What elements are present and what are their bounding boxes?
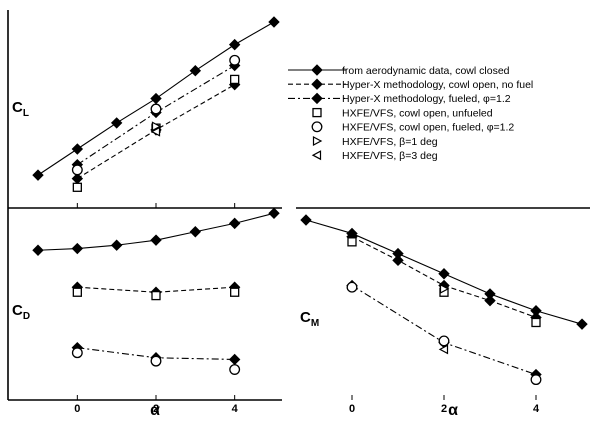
legend: from aerodynamic data, cowl closed Hyper-… [288,64,533,162]
cl-panel: CL [7,10,280,208]
cd-point-from-aerodynamic-data-cowl-closed [189,226,202,238]
legend-label: HXFE/VFS, cowl open, unfueled [342,107,493,119]
cm-point-from-aerodynamic-data-cowl-closed [438,268,450,280]
cd-y-axis-label: CD [12,302,30,322]
cm-x-tick-label: 2 [441,403,447,415]
cl-y-axis-label: CL [12,99,29,119]
cd-point-hxfe-vfs-cowl-open-fueled-1-2 [71,347,83,359]
cm-x-tick-label: 4 [533,403,540,415]
cm-point-hyper-x-methodology-cowl-open-no-fuel [392,254,404,267]
legend-marker [312,136,323,146]
cl-y-axis-label-subscript: L [23,108,29,119]
legend-marker [311,78,323,90]
cd-x-tick-label: 2 [153,403,159,415]
cd-point-from-aerodynamic-data-cowl-closed [110,239,123,251]
cl-point-from-aerodynamic-data-cowl-closed [228,38,241,51]
cm-point-hxfe-vfs-1-deg [439,283,450,294]
cd-x-axis-label: α [150,402,160,419]
cd-point-from-aerodynamic-data-cowl-closed [71,242,84,255]
cd-point-hxfe-vfs-cowl-open-fueled-1-2 [229,364,241,375]
cd-point-hyper-x-methodology-fueled-1-2 [228,353,241,366]
legend-marker [311,64,323,76]
cd-point-from-aerodynamic-data-cowl-closed [228,217,241,230]
cd-point-from-aerodynamic-data-cowl-closed [32,244,44,256]
legend-label: HXFE/VFS, β=1 deg [342,136,438,148]
cl-point-hxfe-vfs-cowl-open-fueled-1-2 [150,103,162,115]
cd-x-tick-label: 0 [74,403,80,415]
cm-x-tick-label: 0 [349,403,355,415]
cd-series-line-hyper-x-methodology-cowl-open-no-fuel [77,286,235,293]
legend-label: HXFE/VFS, cowl open, fueled, φ=1.2 [342,122,514,134]
legend-label: from aerodynamic data, cowl closed [342,65,510,77]
cm-y-axis-label: CM [300,309,319,329]
cd-point-hxfe-vfs-cowl-open-unfueled [151,290,161,301]
cm-panel: 0 2 4 CM α [296,207,590,419]
cd-point-hxfe-vfs-cowl-open-unfueled [230,287,240,297]
cm-point-hyper-x-methodology-cowl-open-no-fuel [484,294,496,307]
cl-point-from-aerodynamic-data-cowl-closed [71,143,84,155]
cl-point-hxfe-vfs-cowl-open-unfueled [72,182,82,192]
cl-point-from-aerodynamic-data-cowl-closed [32,169,44,181]
cm-series-line-hyper-x-methodology-fueled-1-2 [351,285,537,376]
cl-point-hxfe-vfs-3-deg [150,126,161,137]
cd-point-hxfe-vfs-cowl-open-unfueled [72,287,82,297]
cm-y-axis-label-subscript: M [311,318,319,329]
cl-point-hxfe-vfs-1-deg [151,121,162,132]
cm-point-from-aerodynamic-data-cowl-closed [300,214,312,226]
legend-marker [311,121,323,133]
legend-label: Hyper-X methodology, cowl open, no fuel [342,79,533,91]
cm-point-hxfe-vfs-3-deg [438,344,449,355]
cl-point-from-aerodynamic-data-cowl-closed [189,65,202,77]
cd-panel: 0 2 4 CD α [7,207,282,419]
cd-point-from-aerodynamic-data-cowl-closed [268,207,280,219]
legend-label: HXFE/VFS, β=3 deg [342,150,438,162]
cm-point-hxfe-vfs-cowl-open-fueled-1-2 [346,281,358,293]
cl-point-hxfe-vfs-cowl-open-unfueled [230,74,240,85]
cm-point-hxfe-vfs-cowl-open-fueled-1-2 [438,335,450,347]
cm-x-axis-label: α [448,402,458,419]
cl-point-from-aerodynamic-data-cowl-closed [110,117,123,129]
legend-marker [311,150,322,161]
cl-point-from-aerodynamic-data-cowl-closed [268,16,280,28]
cl-point-from-aerodynamic-data-cowl-closed [150,92,162,105]
cm-point-hxfe-vfs-cowl-open-fueled-1-2 [530,374,542,386]
legend-marker [312,107,322,118]
cl-point-hxfe-vfs-cowl-open-fueled-1-2 [71,164,83,176]
legend-marker [311,92,323,105]
cd-y-axis-label-subscript: D [23,311,30,322]
cd-point-hxfe-vfs-cowl-open-fueled-1-2 [150,355,162,367]
cd-point-from-aerodynamic-data-cowl-closed [150,234,162,246]
cm-point-from-aerodynamic-data-cowl-closed [576,318,588,330]
cl-point-hxfe-vfs-cowl-open-fueled-1-2 [229,54,241,66]
cd-x-tick-label: 4 [232,403,239,415]
cm-point-hxfe-vfs-cowl-open-unfueled [531,317,541,328]
legend-label: Hyper-X methodology, fueled, φ=1.2 [342,93,511,105]
cm-point-hxfe-vfs-cowl-open-unfueled [347,237,357,247]
